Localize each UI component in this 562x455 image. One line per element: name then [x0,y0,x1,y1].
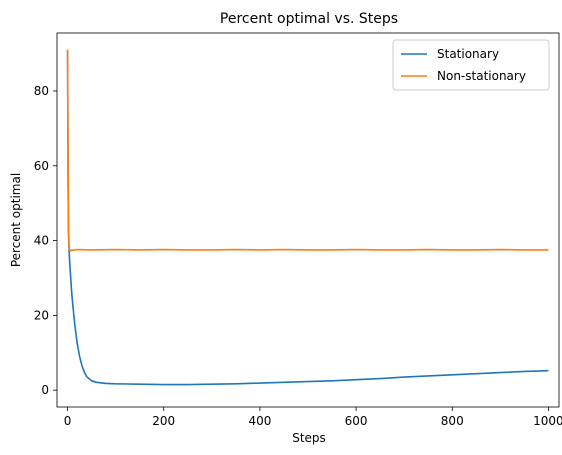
x-tick-label: 0 [64,414,72,428]
x-tick-label: 1000 [533,414,562,428]
legend-box [392,39,550,91]
x-tick-label: 800 [441,414,464,428]
legend-entry: Stationary [437,47,499,61]
chart-title: Percent optimal vs. Steps [220,11,398,27]
plot-area [66,49,549,386]
y-tick-label: 20 [34,308,49,322]
legend: Stationary Non-stationary [392,39,550,91]
x-axis-label: Steps [292,431,326,445]
axes-frame [56,32,560,408]
y-axis-label: Percent optimal [9,173,23,267]
series-line-1 [66,49,549,252]
x-axis: 0 200 400 600 800 1000 [64,407,562,428]
series-line-0 [66,49,549,386]
y-tick-label: 0 [41,383,49,397]
y-tick-label: 40 [34,234,49,248]
x-tick-label: 200 [152,414,175,428]
x-tick-label: 400 [248,414,271,428]
y-axis: 0 20 40 60 80 [34,84,57,397]
legend-entry: Non-stationary [437,69,526,83]
y-tick-label: 60 [34,159,49,173]
x-tick-label: 600 [345,414,368,428]
y-tick-label: 80 [34,84,49,98]
